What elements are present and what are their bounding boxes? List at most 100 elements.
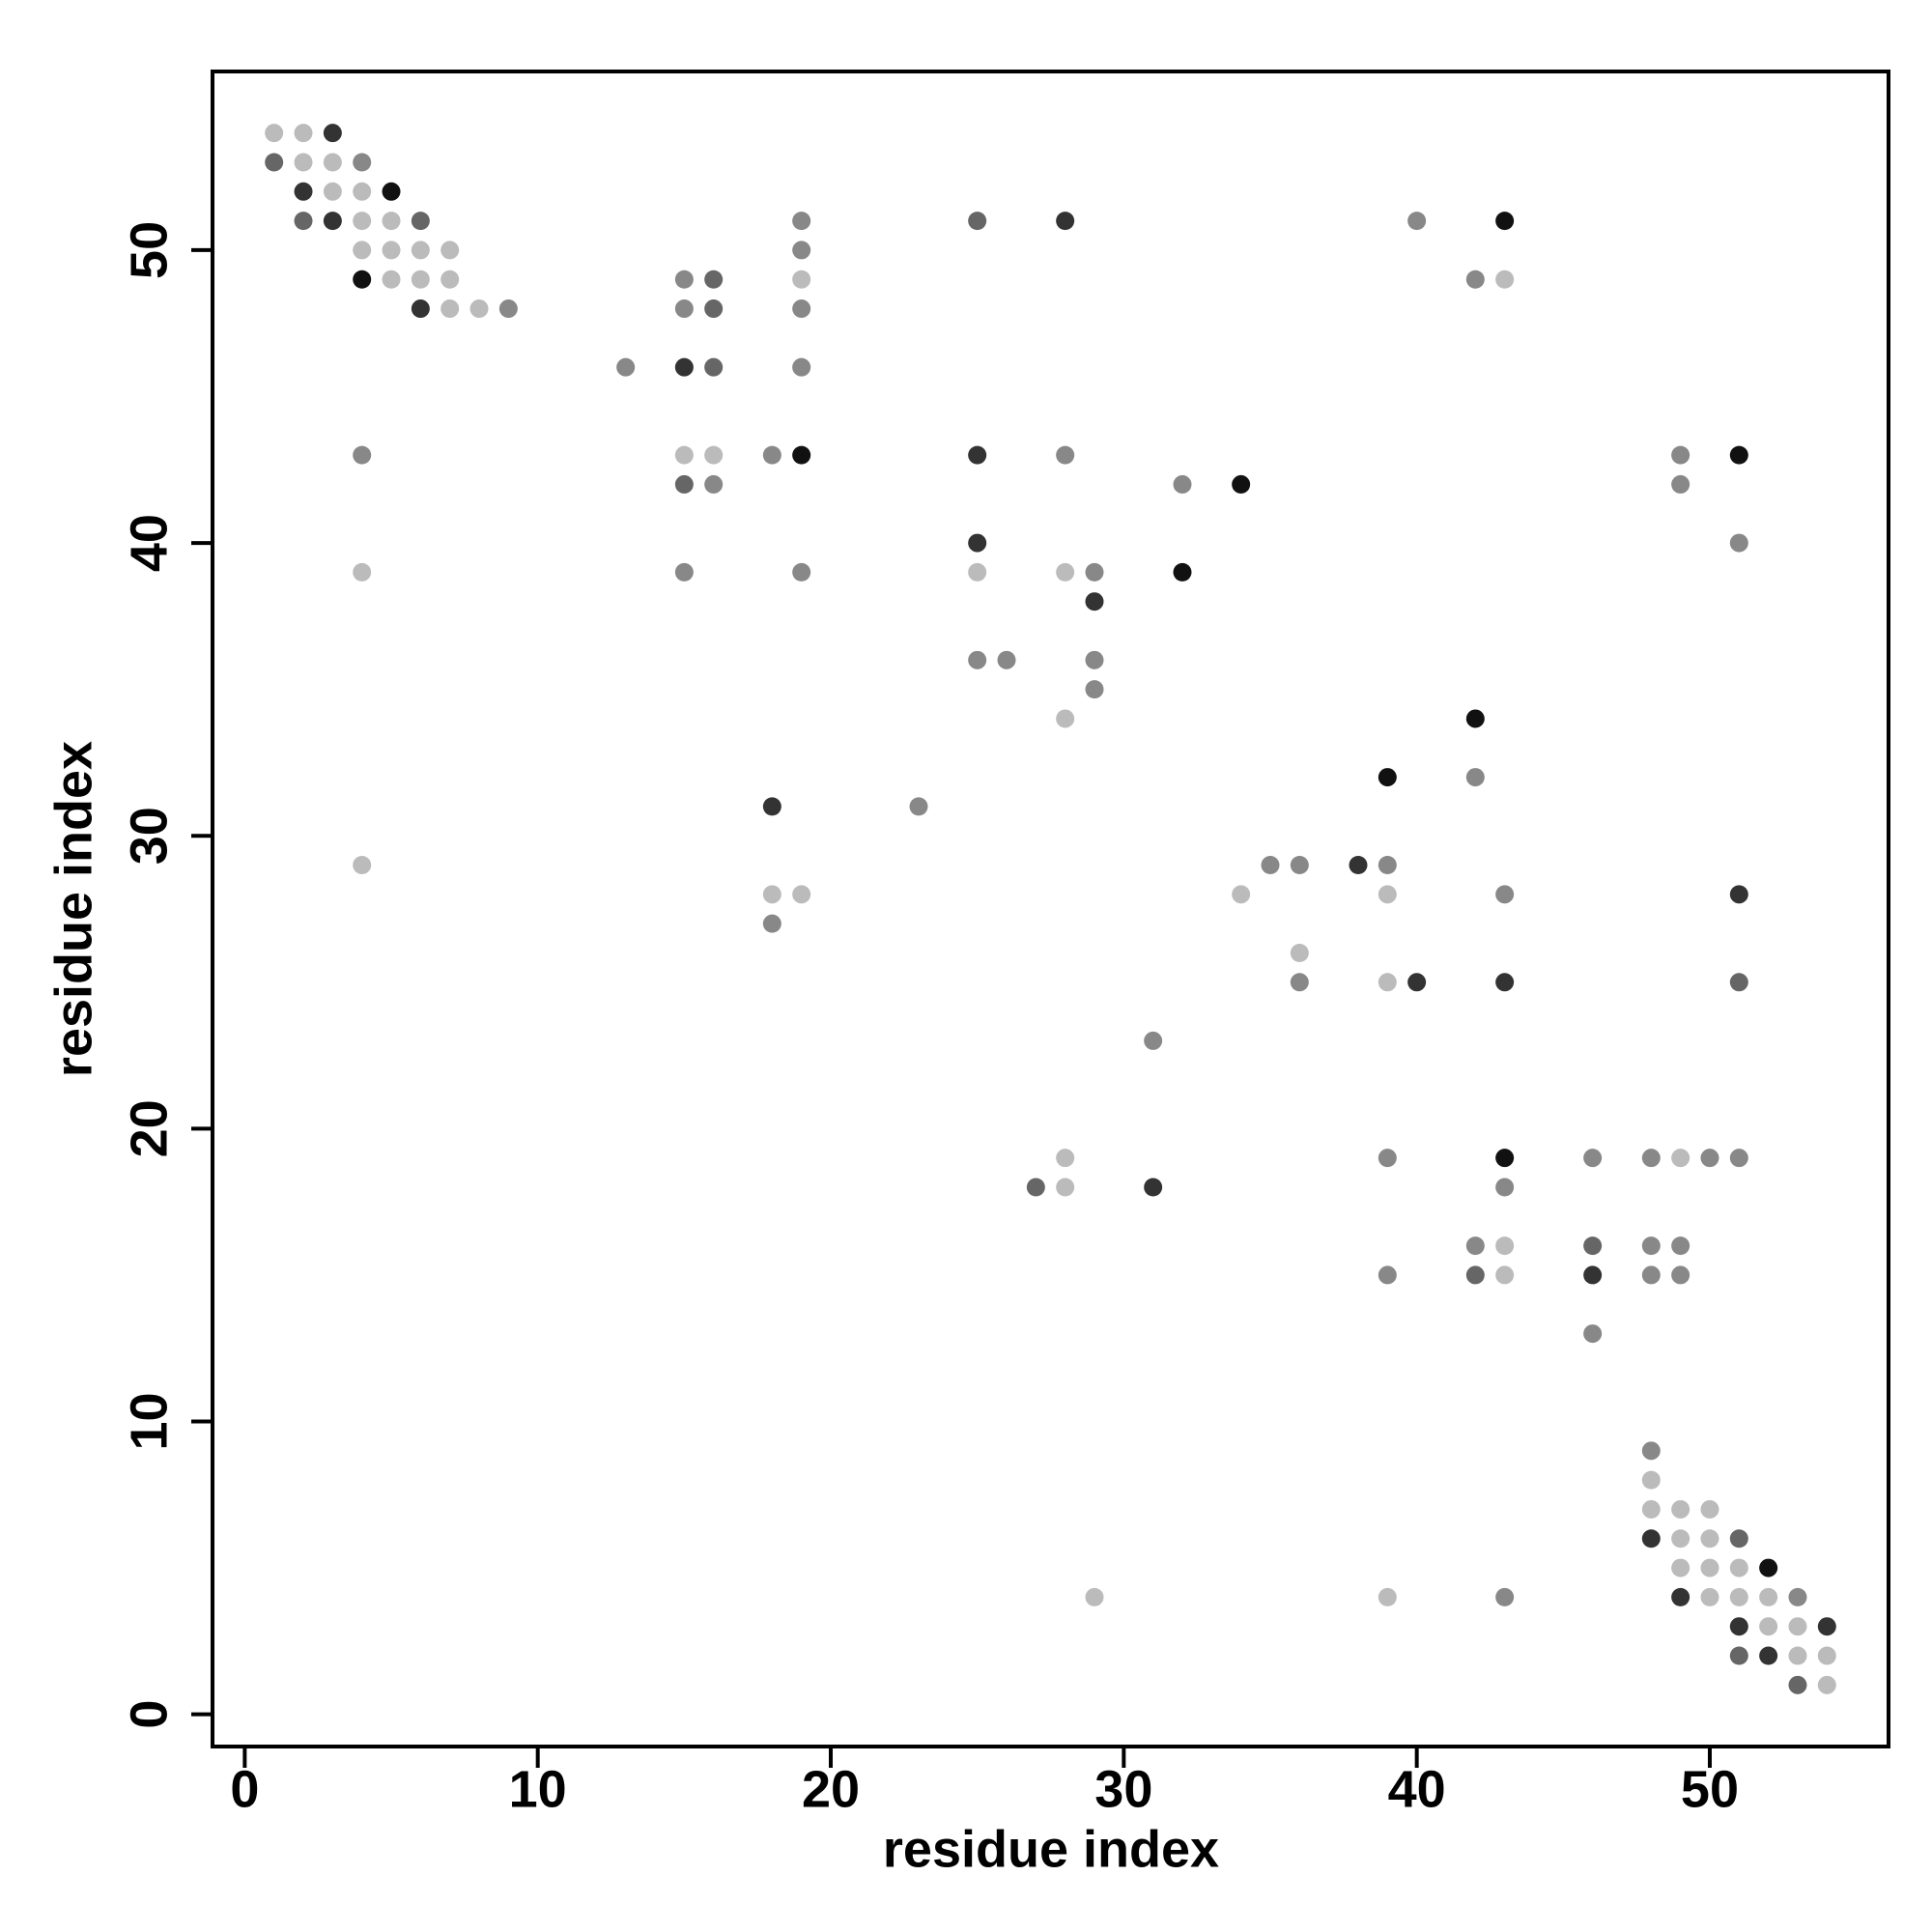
point xyxy=(353,241,372,260)
point xyxy=(1290,856,1309,875)
point xyxy=(353,445,372,465)
point xyxy=(469,299,489,319)
point xyxy=(1495,973,1515,992)
point xyxy=(1056,1149,1075,1168)
point xyxy=(1085,680,1104,699)
point xyxy=(1349,856,1368,875)
point xyxy=(1700,1149,1719,1168)
point xyxy=(792,357,811,377)
point xyxy=(1817,1617,1836,1636)
point xyxy=(1378,973,1397,992)
point xyxy=(968,445,987,465)
point xyxy=(1056,1178,1075,1197)
y-tick-label: 10 xyxy=(120,1392,178,1450)
point xyxy=(1583,1236,1603,1256)
point xyxy=(674,562,694,582)
point xyxy=(762,445,781,465)
point xyxy=(411,212,430,231)
point xyxy=(1378,1149,1397,1168)
point xyxy=(1700,1529,1719,1548)
point xyxy=(1465,709,1485,728)
point xyxy=(1085,562,1104,582)
point xyxy=(1144,1178,1163,1197)
point xyxy=(1056,445,1075,465)
point xyxy=(1700,1558,1719,1577)
point xyxy=(762,885,781,904)
point xyxy=(1085,650,1104,669)
point xyxy=(1671,474,1690,494)
point xyxy=(1173,562,1192,582)
point xyxy=(1465,768,1485,787)
point xyxy=(704,299,724,319)
point xyxy=(1671,1236,1690,1256)
y-tick-label: 50 xyxy=(120,221,178,279)
point xyxy=(294,182,313,201)
point xyxy=(353,270,372,289)
point xyxy=(1759,1558,1778,1577)
point xyxy=(1173,474,1192,494)
point xyxy=(1232,885,1251,904)
point xyxy=(1378,1587,1397,1606)
point xyxy=(1700,1587,1719,1606)
point xyxy=(1583,1265,1603,1285)
point xyxy=(792,562,811,582)
point xyxy=(498,299,518,319)
point xyxy=(1144,1031,1163,1050)
point xyxy=(1465,1236,1485,1256)
point xyxy=(674,445,694,465)
y-tick-label: 40 xyxy=(120,514,178,572)
point xyxy=(704,270,724,289)
point xyxy=(1671,1265,1690,1285)
point xyxy=(353,562,372,582)
point xyxy=(762,797,781,816)
point xyxy=(1378,885,1397,904)
point xyxy=(968,533,987,553)
point xyxy=(1729,445,1748,465)
point xyxy=(411,241,430,260)
point xyxy=(792,270,811,289)
point xyxy=(968,650,987,669)
plot-frame xyxy=(211,70,1890,1748)
point xyxy=(1495,1236,1515,1256)
point xyxy=(968,212,987,231)
x-tick-label: 40 xyxy=(1388,1760,1446,1818)
point xyxy=(1641,1265,1661,1285)
point xyxy=(968,562,987,582)
point xyxy=(997,650,1016,669)
point xyxy=(323,124,342,143)
point xyxy=(1729,885,1748,904)
y-tick-label: 0 xyxy=(120,1700,178,1729)
point xyxy=(1232,474,1251,494)
point xyxy=(294,124,313,143)
point xyxy=(616,357,636,377)
point xyxy=(1671,445,1690,465)
point xyxy=(1495,1587,1515,1606)
point xyxy=(1407,212,1427,231)
point xyxy=(704,474,724,494)
point xyxy=(1495,212,1515,231)
point xyxy=(323,153,342,172)
point xyxy=(1729,1587,1748,1606)
x-tick-label: 10 xyxy=(509,1760,567,1818)
point xyxy=(1641,1529,1661,1548)
point xyxy=(294,153,313,172)
point xyxy=(440,270,460,289)
y-tick-label: 30 xyxy=(120,807,178,865)
point xyxy=(1407,973,1427,992)
point xyxy=(1641,1441,1661,1461)
point xyxy=(1729,1558,1748,1577)
point xyxy=(323,212,342,231)
point xyxy=(1641,1149,1661,1168)
y-tick-label: 20 xyxy=(120,1099,178,1157)
point xyxy=(440,299,460,319)
point xyxy=(1085,1587,1104,1606)
point xyxy=(674,357,694,377)
point xyxy=(1759,1617,1778,1636)
point xyxy=(674,299,694,319)
point xyxy=(294,212,313,231)
point xyxy=(382,212,401,231)
point xyxy=(1759,1646,1778,1665)
point xyxy=(1378,1265,1397,1285)
